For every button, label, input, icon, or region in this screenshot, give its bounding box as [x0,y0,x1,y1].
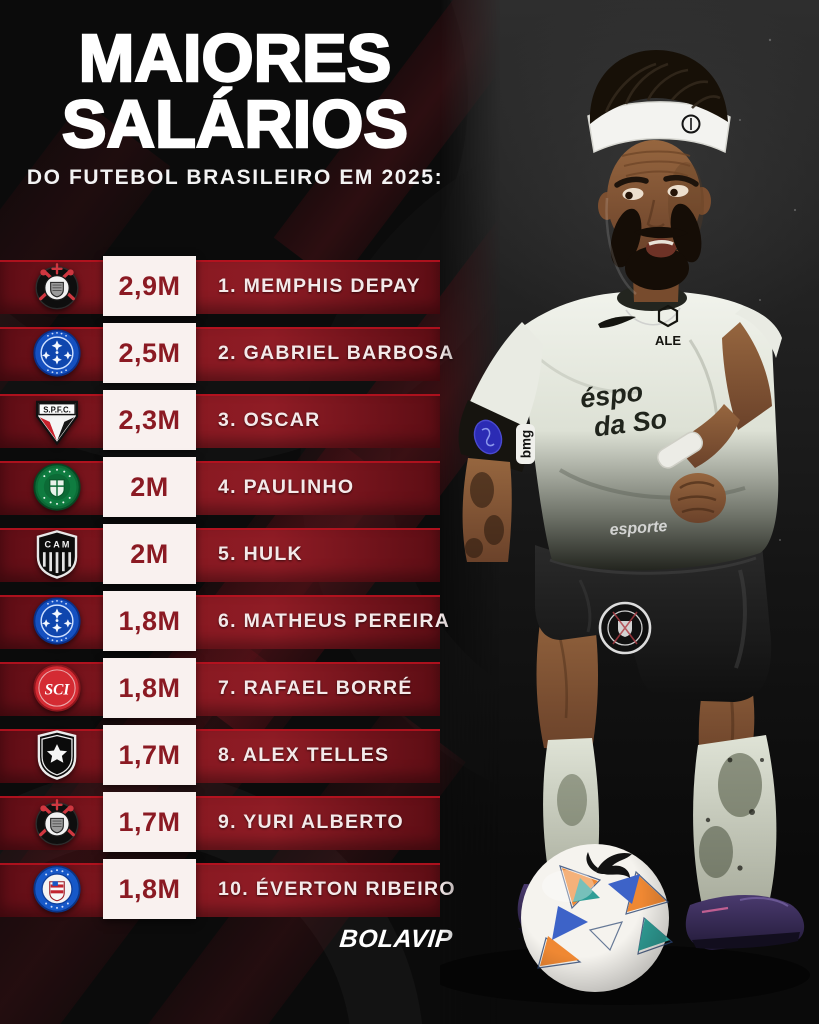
svg-text:bmg: bmg [519,430,534,459]
salary-value: 2,5M [103,323,196,383]
salary-row: 2,5M 2. GABRIEL BARBOSA [0,323,470,383]
club-badge-icon [28,592,86,650]
hem-sponsor-text: esporte [609,518,668,539]
player-name: 10. ÉVERTON RIBEIRO [218,877,456,900]
wristband [656,431,704,469]
salary-row: 2,9M 1. MEMPHIS DEPAY [0,256,470,316]
player-right-arm: bmg [458,322,543,562]
player-photo: ALE éspo da So esporte bmg [440,0,819,1024]
nike-swoosh-logo [598,316,636,328]
club-badge-icon [28,793,86,851]
page-subtitle: DO FUTEBOL BRASILEIRO EM 2025: [26,166,444,189]
player-left-arm [656,306,782,523]
player-name: 6. MATHEUS PEREIRA [218,609,451,632]
salary-row: 2M 4. PAULINHO [0,457,470,517]
player-name: 2. GABRIEL BARBOSA [218,341,455,364]
salary-row: 1,8M 6. MATHEUS PEREIRA [0,591,470,651]
player-name: 4. PAULINHO [218,475,355,498]
header: MAIORES SALÁRIOS DO FUTEBOL BRASILEIRO E… [0,21,470,190]
salary-row: 1,7M 9. YURI ALBERTO [0,792,470,852]
player-name: 3. OSCAR [218,408,321,431]
salary-value: 1,7M [103,792,196,852]
soccer-ball [521,844,674,992]
salary-row: 1,7M 8. ALEX TELLES [0,725,470,785]
ale-sponsor-logo: ALE [655,304,681,348]
club-badge-icon [28,726,86,784]
salary-row: 1,8M 7. RAFAEL BORRÉ [0,658,470,718]
salary-row: 2,3M 3. OSCAR [0,390,470,450]
salary-value: 2M [103,524,196,584]
player-name: 8. ALEX TELLES [218,743,390,766]
salary-ranking-list: 2,9M 1. MEMPHIS DEPAY 2,5M 2. GABRIEL BA… [0,256,470,930]
player-jersey: ALE éspo da So esporte [518,285,779,571]
eyes [622,184,689,201]
salary-value: 1,8M [103,658,196,718]
player-name: 1. MEMPHIS DEPAY [218,274,421,297]
page-title-line1: MAIORES [77,21,392,96]
salary-value: 2,9M [103,256,196,316]
club-badge-icon [28,860,86,918]
club-badge-icon [28,525,86,583]
salary-value: 1,8M [103,859,196,919]
player-shorts [534,545,772,702]
player-name: 5. HULK [218,542,303,565]
club-badge-icon [28,659,86,717]
svg-text:ALE: ALE [655,333,681,348]
beard [610,203,702,290]
salary-value: 2,3M [103,390,196,450]
player-name: 9. YURI ALBERTO [218,810,405,833]
salary-row: 1,8M 10. ÉVERTON RIBEIRO [0,859,470,919]
club-badge-icon [28,458,86,516]
page-title-line2: SALÁRIOS [61,87,410,162]
club-badge-icon [28,257,86,315]
club-badge-icon [28,324,86,382]
corinthians-shorts-badge [598,601,652,655]
bmg-sponsor-logo: bmg [516,424,535,464]
club-badge-icon [28,391,86,449]
headband [587,101,731,154]
salary-value: 1,8M [103,591,196,651]
salary-value: 2M [103,457,196,517]
salary-value: 1,7M [103,725,196,785]
player-right-leg [685,640,805,950]
salary-row: 2M 5. HULK [0,524,470,584]
player-head [587,50,731,302]
hair-braids [589,50,728,124]
player-name: 7. RAFAEL BORRÉ [218,676,413,699]
